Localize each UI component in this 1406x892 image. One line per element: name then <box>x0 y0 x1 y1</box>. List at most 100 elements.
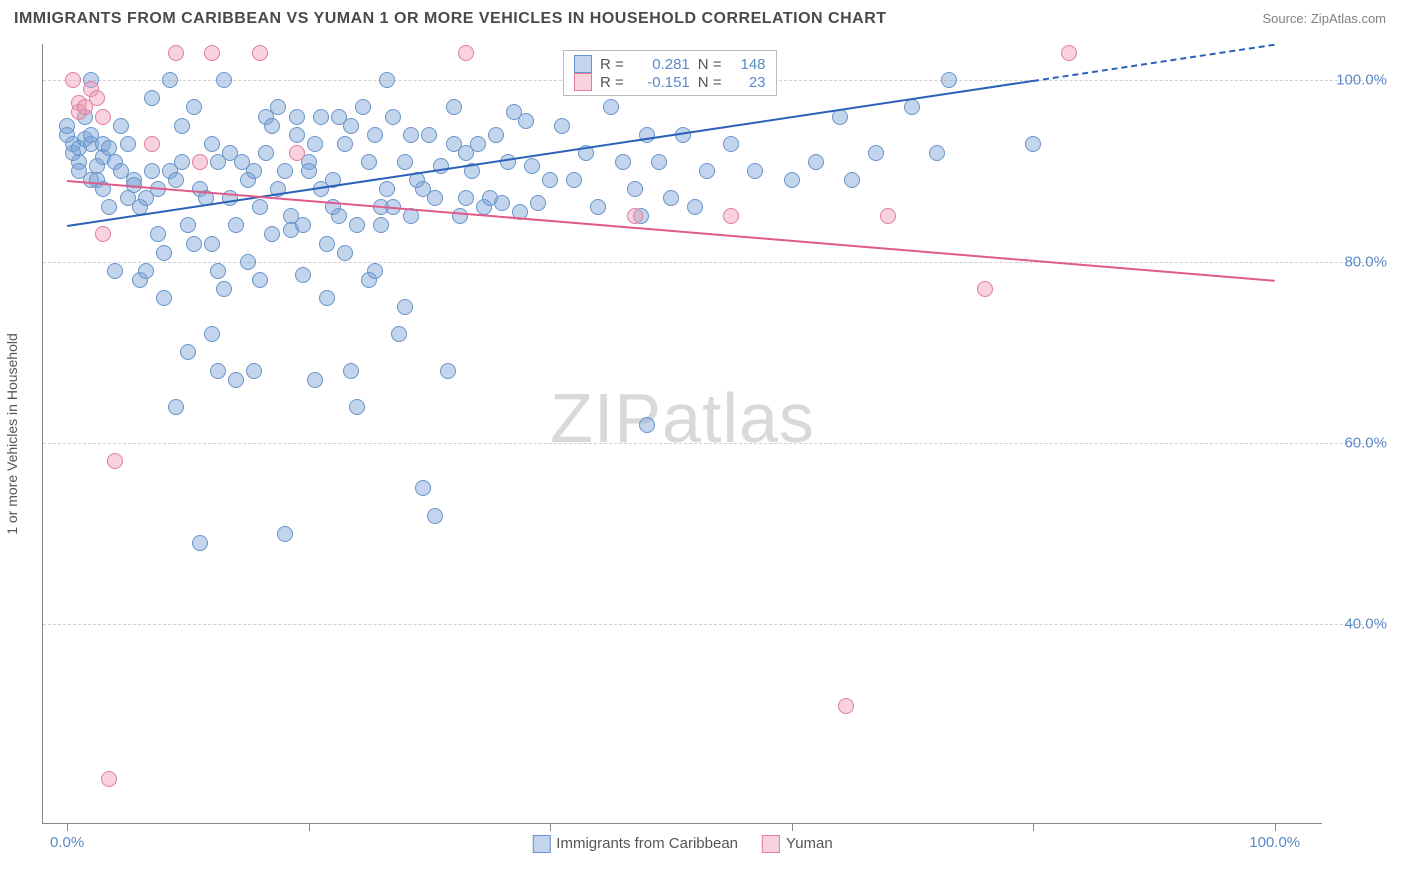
scatter-point <box>289 145 305 161</box>
scatter-point <box>289 127 305 143</box>
scatter-point <box>246 163 262 179</box>
scatter-point <box>518 113 534 129</box>
legend-series-label: Immigrants from Caribbean <box>556 835 738 852</box>
scatter-point <box>687 199 703 215</box>
legend-n-label: N = <box>698 56 722 73</box>
scatter-point <box>228 372 244 388</box>
scatter-point <box>615 154 631 170</box>
scatter-point <box>977 281 993 297</box>
scatter-point <box>747 163 763 179</box>
scatter-point <box>880 208 896 224</box>
scatter-point <box>838 698 854 714</box>
scatter-point <box>313 109 329 125</box>
scatter-point <box>252 199 268 215</box>
scatter-point <box>379 72 395 88</box>
scatter-point <box>89 90 105 106</box>
scatter-point <box>379 181 395 197</box>
scatter-point <box>101 771 117 787</box>
scatter-point <box>421 127 437 143</box>
scatter-point <box>415 480 431 496</box>
scatter-point <box>361 154 377 170</box>
legend-r-value: -0.151 <box>632 74 690 91</box>
scatter-point <box>500 154 516 170</box>
scatter-point <box>120 136 136 152</box>
scatter-point <box>168 45 184 61</box>
x-tick <box>309 823 310 831</box>
legend-r-label: R = <box>600 74 624 91</box>
scatter-point <box>277 163 293 179</box>
scatter-point <box>95 109 111 125</box>
scatter-point <box>186 99 202 115</box>
scatter-point <box>440 363 456 379</box>
scatter-point <box>337 245 353 261</box>
scatter-point <box>627 208 643 224</box>
gridline-h <box>43 624 1383 625</box>
scatter-point <box>603 99 619 115</box>
plot-area: ZIPatlas 40.0%60.0%80.0%100.0%0.0%100.0%… <box>42 44 1322 824</box>
scatter-point <box>174 118 190 134</box>
legend-stats-row: R =-0.151N =23 <box>574 73 766 91</box>
scatter-point <box>530 195 546 211</box>
scatter-point <box>367 127 383 143</box>
scatter-point <box>168 172 184 188</box>
scatter-point <box>295 267 311 283</box>
scatter-point <box>349 217 365 233</box>
scatter-point <box>252 272 268 288</box>
x-tick <box>1275 823 1276 831</box>
scatter-point <box>367 263 383 279</box>
legend-stats-row: R =0.281N =148 <box>574 55 766 73</box>
scatter-point <box>1061 45 1077 61</box>
scatter-point <box>343 363 359 379</box>
x-tick-label: 0.0% <box>50 834 84 851</box>
scatter-point <box>427 508 443 524</box>
legend-swatch <box>532 835 550 853</box>
scatter-point <box>337 136 353 152</box>
scatter-point <box>904 99 920 115</box>
scatter-point <box>210 363 226 379</box>
scatter-point <box>204 45 220 61</box>
x-tick <box>550 823 551 831</box>
scatter-point <box>204 236 220 252</box>
scatter-point <box>107 263 123 279</box>
x-tick <box>792 823 793 831</box>
legend-n-value: 148 <box>730 56 766 73</box>
scatter-point <box>192 154 208 170</box>
scatter-point <box>868 145 884 161</box>
scatter-point <box>270 99 286 115</box>
scatter-point <box>319 236 335 252</box>
scatter-point <box>470 136 486 152</box>
watermark: ZIPatlas <box>550 378 815 458</box>
scatter-point <box>458 190 474 206</box>
scatter-point <box>542 172 558 188</box>
legend-series-item: Yuman <box>762 835 833 853</box>
scatter-point <box>144 163 160 179</box>
chart-title: IMMIGRANTS FROM CARIBBEAN VS YUMAN 1 OR … <box>14 10 887 28</box>
scatter-point <box>494 195 510 211</box>
scatter-point <box>65 72 81 88</box>
scatter-point <box>566 172 582 188</box>
scatter-point <box>277 526 293 542</box>
scatter-point <box>144 136 160 152</box>
scatter-point <box>113 118 129 134</box>
scatter-point <box>397 154 413 170</box>
y-tick-label: 60.0% <box>1327 435 1387 452</box>
legend-series: Immigrants from Caribbean Yuman <box>532 835 832 853</box>
x-tick-label: 100.0% <box>1249 834 1300 851</box>
scatter-point <box>174 154 190 170</box>
scatter-point <box>639 417 655 433</box>
scatter-point <box>246 363 262 379</box>
scatter-point <box>156 290 172 306</box>
scatter-point <box>446 99 462 115</box>
scatter-point <box>168 399 184 415</box>
scatter-point <box>808 154 824 170</box>
legend-swatch <box>762 835 780 853</box>
scatter-point <box>452 208 468 224</box>
scatter-point <box>784 172 800 188</box>
scatter-point <box>355 99 371 115</box>
scatter-point <box>301 163 317 179</box>
scatter-point <box>373 217 389 233</box>
scatter-point <box>1025 136 1041 152</box>
scatter-point <box>488 127 504 143</box>
title-bar: IMMIGRANTS FROM CARIBBEAN VS YUMAN 1 OR … <box>0 0 1406 34</box>
legend-r-label: R = <box>600 56 624 73</box>
